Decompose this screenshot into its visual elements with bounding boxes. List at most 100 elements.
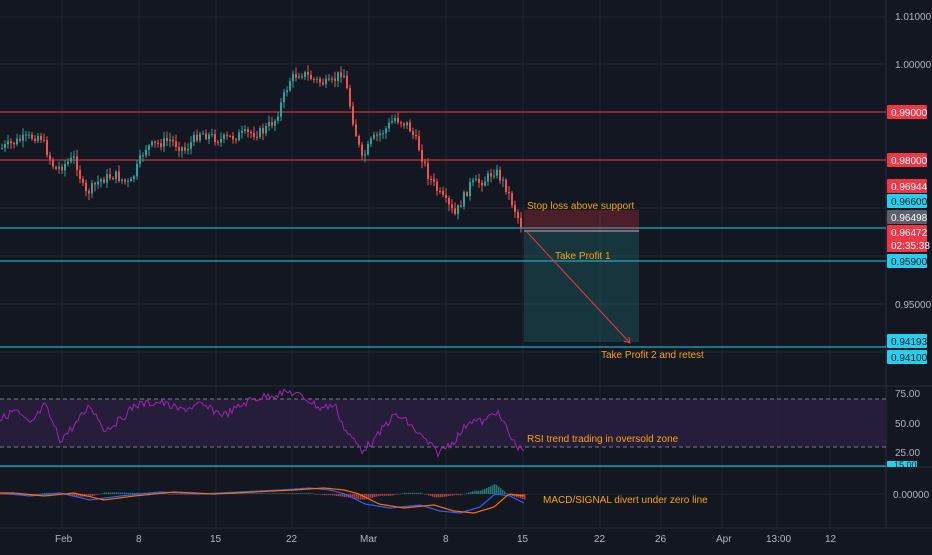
macd-histogram-bar [206, 494, 208, 495]
take-profit-1-note[interactable]: Take Profit 1 [555, 251, 611, 262]
rsi-line[interactable] [0, 388, 525, 459]
macd-histogram-bar [376, 494, 378, 497]
candle-body [412, 131, 414, 135]
macd-histogram-bar [38, 493, 40, 495]
candlestick-series[interactable] [1, 65, 522, 233]
candle-body [298, 76, 300, 78]
macd-histogram-bar [170, 494, 172, 495]
macd-histogram-bar [484, 488, 486, 494]
svg-text:0.94100: 0.94100 [891, 353, 928, 364]
candle-body [442, 190, 444, 195]
candle-body [70, 157, 72, 162]
macd-histogram-bar [136, 492, 138, 494]
price-badge[interactable]: 0.94193 [887, 334, 928, 348]
take-profit-2-note[interactable]: Take Profit 2 and retest [601, 350, 704, 361]
projection-arrow[interactable] [526, 231, 631, 344]
macd-histogram-bar [336, 494, 338, 496]
candle-body [367, 143, 369, 155]
candle-body [43, 140, 45, 142]
macd-histogram-bar [244, 493, 246, 495]
macd-histogram-bar [432, 494, 434, 497]
macd-histogram-bar [176, 494, 178, 495]
candle-body [403, 123, 405, 126]
candle-body [496, 169, 498, 176]
candle-body [427, 163, 429, 180]
macd-histogram-bar [36, 494, 38, 495]
price-badge-last-price[interactable]: 0.96472 02:35:38 [887, 225, 930, 252]
macd-histogram-bar [74, 494, 76, 497]
macd-histogram-bar [442, 494, 444, 498]
candle-body [202, 133, 204, 135]
price-badge[interactable]: 0.95900 [887, 254, 928, 268]
macd-histogram-bar [182, 494, 184, 495]
macd-histogram-bar [266, 493, 268, 495]
macd-histogram-bar [256, 493, 258, 495]
candle-body [508, 191, 510, 194]
price-badge[interactable]: 0.94100 [887, 350, 928, 364]
rsi-note[interactable]: RSI trend trading in oversold zone [527, 434, 679, 445]
macd-histogram-bar [470, 491, 472, 494]
stop-loss-zone[interactable] [524, 210, 639, 231]
macd-histogram-bar [300, 493, 302, 494]
candle-body [25, 134, 27, 136]
macd-histogram-bar [232, 493, 234, 495]
candle-body [325, 78, 327, 85]
candle-body [310, 74, 312, 80]
macd-histogram-bar [280, 493, 282, 495]
macd-histogram-bar [356, 494, 358, 500]
candle-body [142, 155, 144, 157]
macd-histogram-bar [272, 493, 274, 495]
candle-body [154, 141, 156, 143]
price-badge[interactable]: 0.96600 [887, 194, 928, 208]
svg-text:0.96498: 0.96498 [891, 213, 928, 224]
macd-histogram-bar [120, 492, 122, 494]
price-badge[interactable]: 0.96944 [887, 179, 928, 193]
svg-text:02:35:38: 02:35:38 [891, 241, 930, 252]
svg-text:0.95900: 0.95900 [891, 257, 928, 268]
rsi-level-badge[interactable]: 15.00 [887, 460, 917, 470]
macd-histogram-bar [236, 493, 238, 495]
time-label: 26 [655, 534, 667, 545]
rsi-tick-label: 50.00 [895, 419, 920, 430]
candle-body [280, 102, 282, 117]
candle-body [88, 191, 90, 194]
macd-histogram-bar [238, 493, 240, 495]
candle-body [361, 144, 363, 156]
macd-histogram-bar [104, 492, 106, 494]
macd-histogram-bar [406, 492, 408, 494]
macd-histogram-bar [122, 492, 124, 494]
signal-line[interactable] [0, 487, 525, 514]
time-label: 13:00 [766, 534, 791, 545]
macd-note[interactable]: MACD/SIGNAL divert under zero line [543, 495, 708, 506]
macd-histogram-bar [314, 493, 316, 495]
price-badge[interactable]: 0.96498 [887, 210, 928, 224]
candle-body [109, 174, 111, 179]
candle-body [271, 122, 273, 126]
macd-histogram-bar [334, 494, 336, 496]
macd-histogram-bar [402, 493, 404, 494]
macd-line[interactable] [0, 487, 525, 514]
macd-histogram-bar [42, 493, 44, 494]
macd-histogram-bar [268, 493, 270, 495]
macd-histogram-bar [298, 493, 300, 494]
macd-histogram-bar [296, 493, 298, 494]
macd-histogram-bar [188, 494, 190, 495]
macd-tick-label: 0.00000 [893, 490, 930, 501]
stop-loss-note[interactable]: Stop loss above support [527, 201, 635, 212]
macd-histogram-bar [134, 492, 136, 494]
price-badge[interactable]: 0.98000 [887, 153, 928, 167]
candle-body [502, 179, 504, 181]
rsi-tick-label: 25.00 [895, 448, 920, 459]
macd-histogram-bar [278, 493, 280, 495]
macd-histogram-bar [312, 493, 314, 495]
macd-histogram-bar [462, 494, 464, 495]
price-badge[interactable]: 0.99000 [887, 105, 928, 119]
candle-body [1, 147, 3, 149]
candle-body [124, 179, 126, 182]
macd-histogram-bar [404, 492, 406, 494]
candle-body [400, 122, 402, 124]
macd-histogram-bar [352, 494, 354, 499]
candle-body [136, 163, 138, 177]
